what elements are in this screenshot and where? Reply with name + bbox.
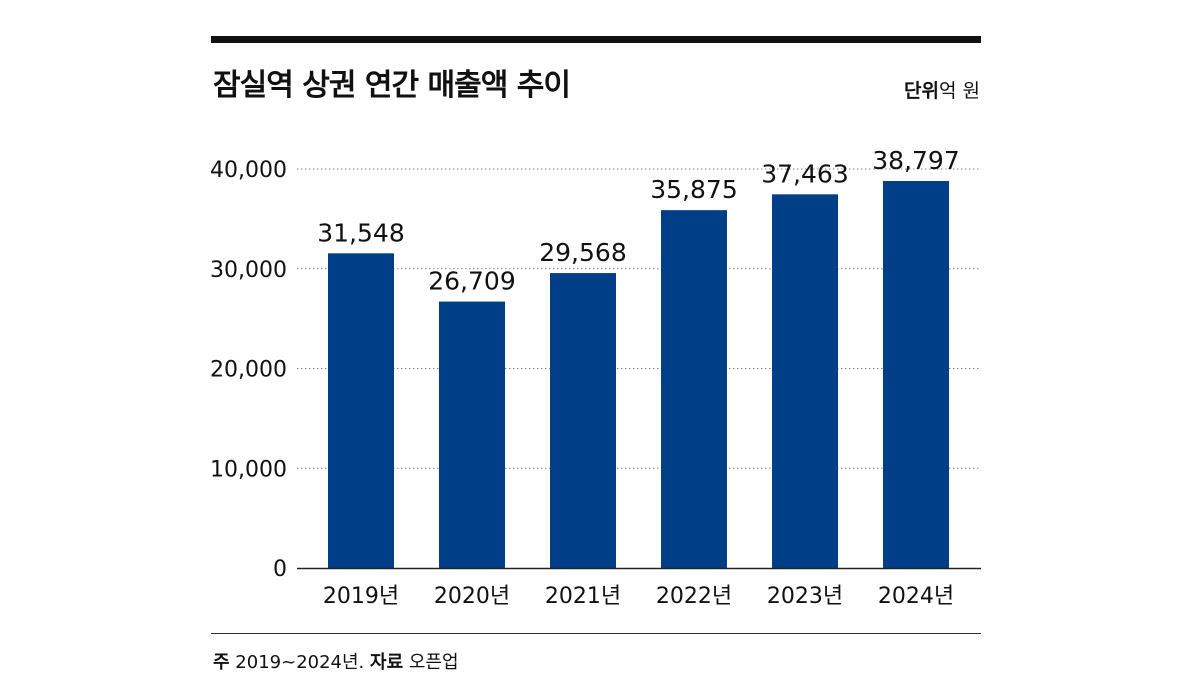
source-label: 자료 [370, 652, 404, 673]
bars [328, 180, 949, 568]
note-label: 주 [213, 652, 230, 673]
bar-value-label: 38,797 [872, 146, 959, 175]
bottom-rule [211, 633, 981, 634]
footnote: 주 2019~2024년. 자료 오픈업 [213, 648, 459, 674]
bar [328, 253, 394, 568]
bar [550, 273, 616, 568]
bar-value-label: 35,875 [650, 175, 737, 204]
top-rule [211, 36, 981, 43]
bar [883, 180, 949, 568]
y-tick-label: 0 [273, 557, 287, 582]
bar [661, 210, 727, 568]
axes: 0 10,000 20,000 30,000 40,000 2019년 2020년 2021년… [210, 158, 981, 609]
unit-label: 단위 [904, 80, 939, 102]
x-tick-label: 2020년 [434, 584, 510, 609]
labels: 31,548 26,709 29,568 35,875 37,463 38,797 [317, 146, 959, 296]
source-text: 오픈업 [408, 652, 459, 673]
x-tick-label: 2019년 [323, 584, 399, 609]
bar-value-label: 29,568 [539, 238, 626, 267]
x-tick-label: 2023년 [767, 584, 843, 609]
grid-lines [297, 168, 981, 469]
y-tick-label: 10,000 [210, 457, 287, 482]
y-tick-label: 30,000 [210, 258, 287, 283]
chart-title: 잠실역 상권 연간 매출액 추이 [213, 68, 571, 103]
bar-value-label: 26,709 [428, 267, 515, 296]
bar [772, 194, 838, 568]
bar [439, 301, 505, 568]
x-tick-label: 2022년 [656, 584, 732, 609]
unit-value: 억 원 [939, 80, 980, 102]
note-text: 2019~2024년. [235, 652, 365, 673]
bar-value-label: 31,548 [317, 218, 404, 247]
bar-value-label: 37,463 [761, 159, 848, 188]
y-tick-label: 40,000 [210, 158, 287, 183]
x-tick-label: 2021년 [545, 584, 621, 609]
unit-note: 단위억 원 [904, 76, 980, 103]
x-tick-label: 2024년 [878, 584, 954, 609]
y-tick-label: 20,000 [210, 358, 287, 383]
